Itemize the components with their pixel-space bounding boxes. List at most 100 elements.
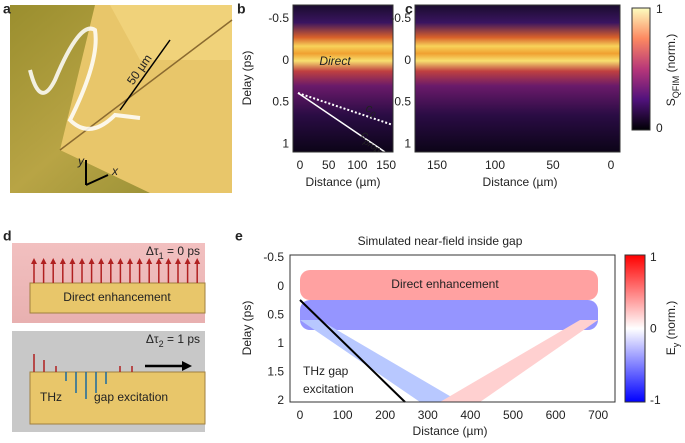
text-part: (norm.) (664, 34, 678, 76)
label: Distance (µm) (413, 424, 488, 438)
text-part: 0 (368, 109, 376, 120)
arrowhead (79, 258, 85, 264)
label: Direct (319, 54, 351, 68)
tick-label: 150 (376, 158, 396, 172)
tick-label: 0 (282, 53, 289, 67)
arrowhead (69, 258, 76, 264)
arrowhead (31, 258, 37, 264)
c0-line (297, 92, 394, 126)
arrowhead (40, 258, 47, 264)
tick-label: 0 (277, 279, 284, 293)
scale-arrow (119, 39, 171, 111)
tick-label: 1 (656, 2, 663, 16)
label: THz (40, 390, 62, 404)
label: e (235, 228, 243, 244)
arrowhead (117, 258, 124, 264)
label: b (237, 1, 246, 17)
red-band (300, 270, 598, 300)
label: THz gap (303, 364, 349, 378)
tick-label: 1.5 (267, 365, 284, 379)
tick-label: 100 (347, 158, 367, 172)
field-arrows (31, 258, 201, 399)
tick-label: 1 (277, 336, 284, 350)
tick-label: -0.5 (390, 11, 411, 25)
label: gap excitation (94, 390, 168, 404)
arrowhead (127, 258, 133, 264)
text-part: 1 (159, 251, 164, 261)
text-part: QFIM (671, 76, 681, 99)
pad (29, 371, 206, 425)
pad (110, 5, 232, 60)
tick-label: 0 (297, 158, 304, 172)
arrowhead (165, 258, 172, 264)
tick-label: 0 (650, 322, 657, 336)
heatmap (293, 5, 393, 152)
tick-label: -1 (650, 393, 661, 407)
frame (289, 254, 616, 403)
colorbar (631, 7, 651, 131)
label: Distance (µm) (483, 175, 558, 189)
label: Delay (ps) (240, 51, 254, 106)
tick-label: 0 (297, 408, 304, 422)
arrowhead (107, 258, 114, 264)
arrowhead (59, 258, 66, 264)
label: Δτ1 = 0 ps (146, 244, 200, 261)
thz-line (299, 299, 406, 403)
label: a (3, 1, 11, 17)
arrowhead (88, 258, 95, 264)
label: c (405, 1, 413, 17)
tick-label: 1 (404, 136, 411, 150)
tick-label: 0.5 (267, 307, 284, 321)
heatmap (415, 5, 620, 152)
label: c0 (363, 101, 379, 121)
wave (300, 320, 460, 402)
tick-label: 200 (375, 408, 395, 422)
arrowhead (175, 258, 181, 264)
tick-label: 1 (282, 136, 289, 150)
label: Distance (µm) (306, 175, 381, 189)
tick-label: 700 (588, 408, 608, 422)
pulse (28, 26, 141, 131)
tick-label: 600 (546, 408, 566, 422)
tick-label: 1 (650, 250, 657, 264)
pad (29, 282, 206, 314)
text-part: y (671, 342, 681, 347)
arrowhead (50, 258, 57, 264)
text-part: S (664, 98, 678, 106)
text-part: E (664, 347, 678, 355)
tick-label: 2 (277, 393, 284, 407)
text-part: Δτ (146, 332, 159, 346)
blue-band (300, 300, 598, 330)
arrowhead (146, 258, 153, 264)
tick-label: -0.5 (268, 11, 289, 25)
label: excitation (303, 382, 354, 396)
text-part: Δτ (146, 244, 159, 258)
label: Direct enhancement (391, 277, 499, 291)
text-part: = 1 ps (164, 332, 200, 346)
tick-label: 500 (503, 408, 523, 422)
text-part: = 0 ps (164, 244, 200, 258)
wave (440, 320, 598, 402)
arrowhead (98, 258, 105, 264)
tick-label: 100 (485, 158, 505, 172)
label: y (77, 154, 85, 168)
arrowhead (155, 258, 162, 264)
tick-label: 0 (656, 121, 663, 135)
label: d (3, 228, 12, 244)
cprop-line (297, 92, 386, 153)
text-part: c (364, 101, 374, 116)
tick-label: 150 (427, 158, 447, 172)
label: Δτ2 = 1 ps (146, 332, 200, 349)
tick-label: 50 (322, 158, 336, 172)
axis-arrow (85, 174, 109, 186)
tick-label: 50 (546, 158, 560, 172)
frame (292, 4, 394, 153)
tick-label: 0.5 (394, 95, 411, 109)
frame (414, 4, 621, 153)
arrowhead (194, 258, 201, 264)
tick-label: 0 (404, 53, 411, 67)
colorbar (624, 254, 646, 403)
arrowhead (184, 258, 191, 264)
text-part: 2 (159, 339, 164, 349)
